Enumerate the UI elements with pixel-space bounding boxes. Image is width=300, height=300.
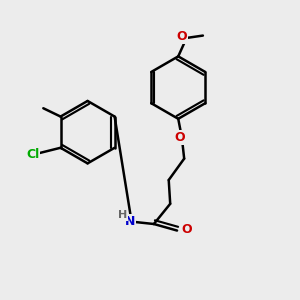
Text: O: O [177,30,188,43]
Text: N: N [125,214,135,227]
Text: Cl: Cl [26,148,39,160]
Text: O: O [181,223,192,236]
Text: O: O [174,131,185,144]
Text: H: H [118,210,127,220]
